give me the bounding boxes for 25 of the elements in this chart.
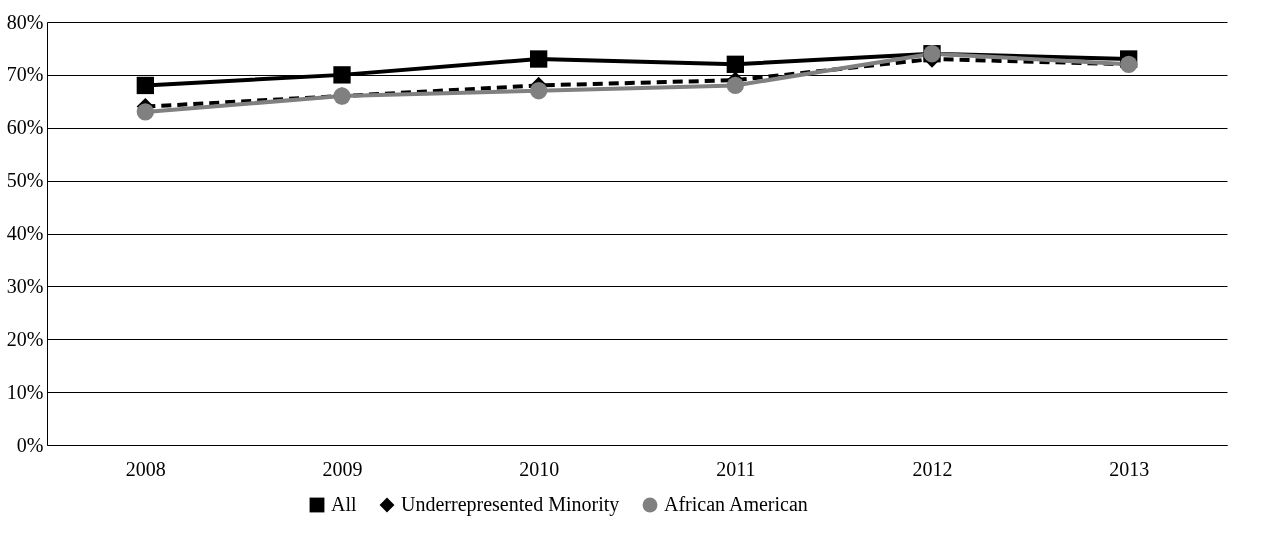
y-tick-label: 70% — [6, 63, 44, 86]
point — [136, 76, 154, 95]
legend-label: African American — [664, 493, 808, 515]
x-tick-label: 2008 — [125, 457, 166, 480]
y-tick-label: 50% — [6, 169, 44, 192]
y-tick-label: 0% — [16, 433, 44, 456]
x-tick-label: 2010 — [519, 457, 560, 480]
x-tick-label: 2012 — [912, 457, 953, 480]
x-tick-label: 2013 — [1109, 457, 1150, 480]
y-tick-label: 30% — [6, 274, 44, 297]
y-tick-label: 40% — [6, 222, 44, 244]
point — [726, 55, 744, 73]
y-tick-label: 10% — [6, 380, 44, 403]
point — [530, 82, 548, 100]
y-tick-label: 60% — [6, 116, 44, 139]
point — [333, 66, 351, 84]
x-tick-label: 2011 — [716, 457, 756, 480]
point — [530, 50, 548, 68]
legend-label: All — [331, 493, 357, 515]
legend-label: Underrepresented Minority — [401, 493, 620, 516]
point — [136, 103, 154, 121]
x-tick-label: 2009 — [322, 457, 363, 480]
point — [726, 76, 744, 95]
y-tick-label: 80% — [6, 10, 44, 33]
y-tick-label: 20% — [6, 327, 44, 350]
